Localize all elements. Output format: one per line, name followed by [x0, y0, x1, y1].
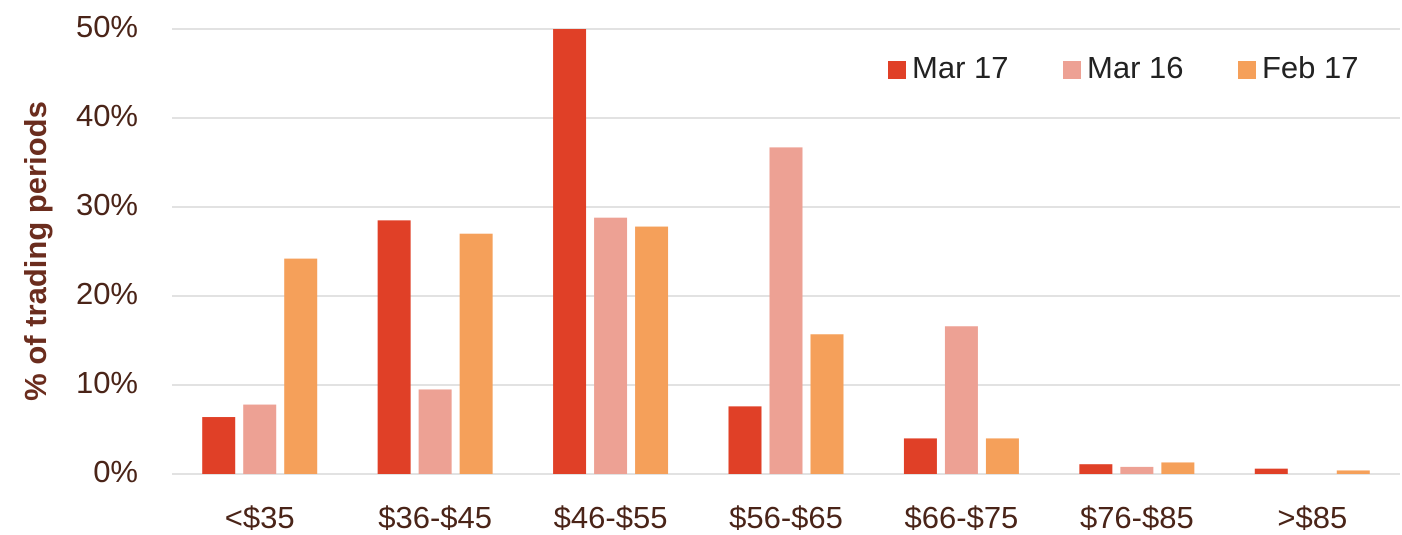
legend-label: Mar 16 [1087, 50, 1183, 85]
x-tick-label: >$85 [1277, 500, 1347, 535]
y-tick-label: 30% [76, 187, 138, 222]
x-tick-label: $66-$75 [905, 500, 1019, 535]
y-axis-label: % of trading periods [18, 101, 53, 401]
bar [903, 438, 937, 474]
x-tick-label: $56-$65 [729, 500, 843, 535]
bar [377, 220, 411, 474]
bar [284, 258, 318, 474]
bar [635, 226, 669, 474]
legend-swatch [1238, 61, 1256, 79]
x-tick-label: $46-$55 [554, 500, 668, 535]
y-tick-label: 50% [76, 9, 138, 44]
x-tick-label: $36-$45 [378, 500, 492, 535]
legend-label: Mar 17 [912, 50, 1008, 85]
bar [1254, 468, 1288, 474]
x-tick-label: $76-$85 [1080, 500, 1194, 535]
bar [769, 147, 803, 474]
y-tick-label: 10% [76, 365, 138, 400]
y-tick-label: 20% [76, 276, 138, 311]
legend-swatch [1063, 61, 1081, 79]
x-tick-label: <$35 [225, 500, 295, 535]
bar [202, 417, 236, 474]
bar [1336, 470, 1370, 474]
bar [1120, 466, 1154, 474]
y-tick-label: 40% [76, 98, 138, 133]
legend-label: Feb 17 [1262, 50, 1359, 85]
bar [985, 438, 1019, 474]
bar [728, 406, 762, 474]
bar [810, 334, 844, 474]
bar [1161, 462, 1195, 474]
bar [243, 404, 277, 474]
y-tick-label: 0% [93, 454, 138, 489]
bar [553, 29, 587, 474]
bar [418, 389, 452, 474]
bar [594, 217, 628, 474]
bar [1079, 464, 1113, 474]
bar [459, 233, 493, 474]
legend-swatch [888, 61, 906, 79]
bar [944, 326, 978, 474]
